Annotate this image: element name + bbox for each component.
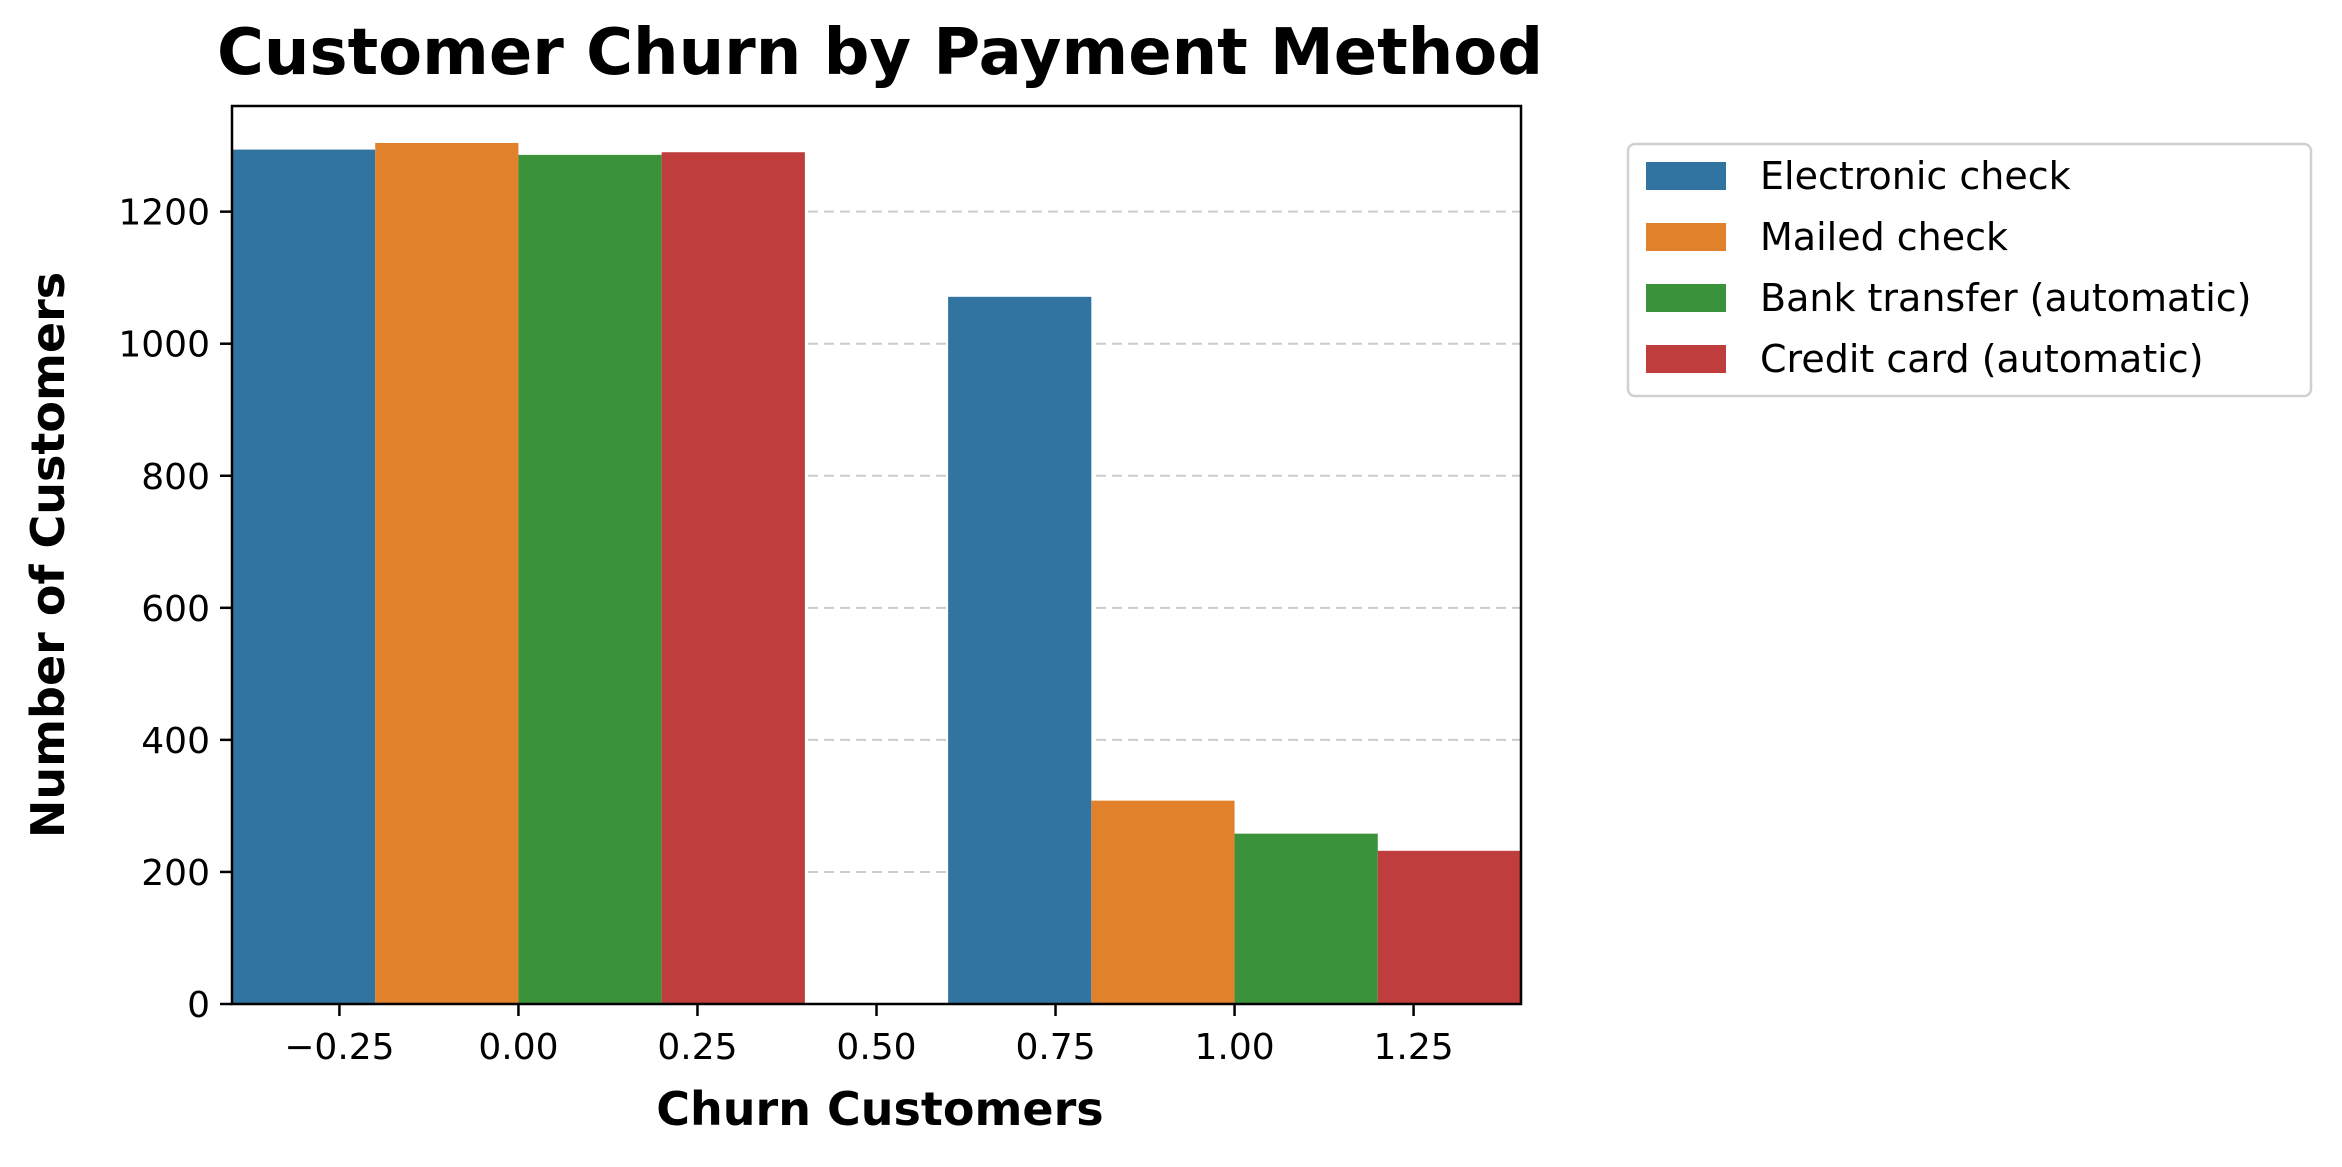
legend-label: Mailed check: [1760, 215, 2008, 259]
x-tick-label: 1.00: [1194, 1027, 1274, 1068]
bar: [1234, 833, 1378, 1004]
x-tick-label: 0.50: [836, 1027, 916, 1068]
y-tick-label: 200: [141, 853, 210, 894]
legend-label: Electronic check: [1760, 154, 2071, 198]
bar: [375, 142, 519, 1005]
y-tick-label: 1000: [118, 325, 210, 366]
y-tick-label: 1200: [118, 193, 210, 234]
legend-label: Bank transfer (automatic): [1760, 276, 2252, 320]
legend-box: [1626, 142, 2313, 398]
x-tick-label: 0.00: [478, 1027, 558, 1068]
y-axis-label: Number of Customers: [21, 272, 75, 838]
bar: [1377, 850, 1521, 1004]
bar: [661, 152, 805, 1004]
x-tick-label: −0.25: [284, 1027, 394, 1068]
bar: [948, 296, 1092, 1004]
y-tick-label: 800: [141, 457, 210, 498]
bars: [232, 142, 1521, 1005]
bar: [518, 154, 662, 1005]
x-axis-label: Churn Customers: [656, 1082, 1103, 1136]
y-tick-label: 0: [187, 985, 210, 1026]
y-axis: 0 200 400 600 800 1000 1200: [118, 193, 232, 1026]
legend-swatch: [1646, 284, 1726, 312]
legend-swatch: [1646, 345, 1726, 373]
x-tick-label: 0.75: [1015, 1027, 1095, 1068]
bar: [232, 149, 376, 1004]
bar: [1091, 800, 1235, 1004]
legend-label: Credit card (automatic): [1760, 337, 2204, 381]
legend-swatch: [1646, 223, 1726, 251]
y-tick-label: 400: [141, 721, 210, 762]
x-tick-label: 0.25: [657, 1027, 737, 1068]
legend: Electronic check Mailed check Bank transfe…: [1626, 142, 2313, 398]
x-axis: −0.25 0.00 0.25 0.50 0.75 1.00 1.25: [284, 1004, 1454, 1068]
y-tick-label: 600: [141, 589, 210, 630]
chart-title: Customer Churn by Payment Method: [217, 16, 1543, 90]
legend-swatch: [1646, 162, 1726, 190]
x-tick-label: 1.25: [1374, 1027, 1454, 1068]
